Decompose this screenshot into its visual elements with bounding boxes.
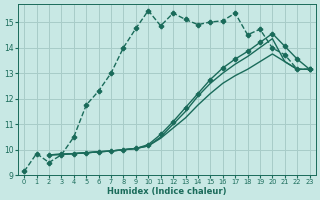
X-axis label: Humidex (Indice chaleur): Humidex (Indice chaleur)	[107, 187, 227, 196]
